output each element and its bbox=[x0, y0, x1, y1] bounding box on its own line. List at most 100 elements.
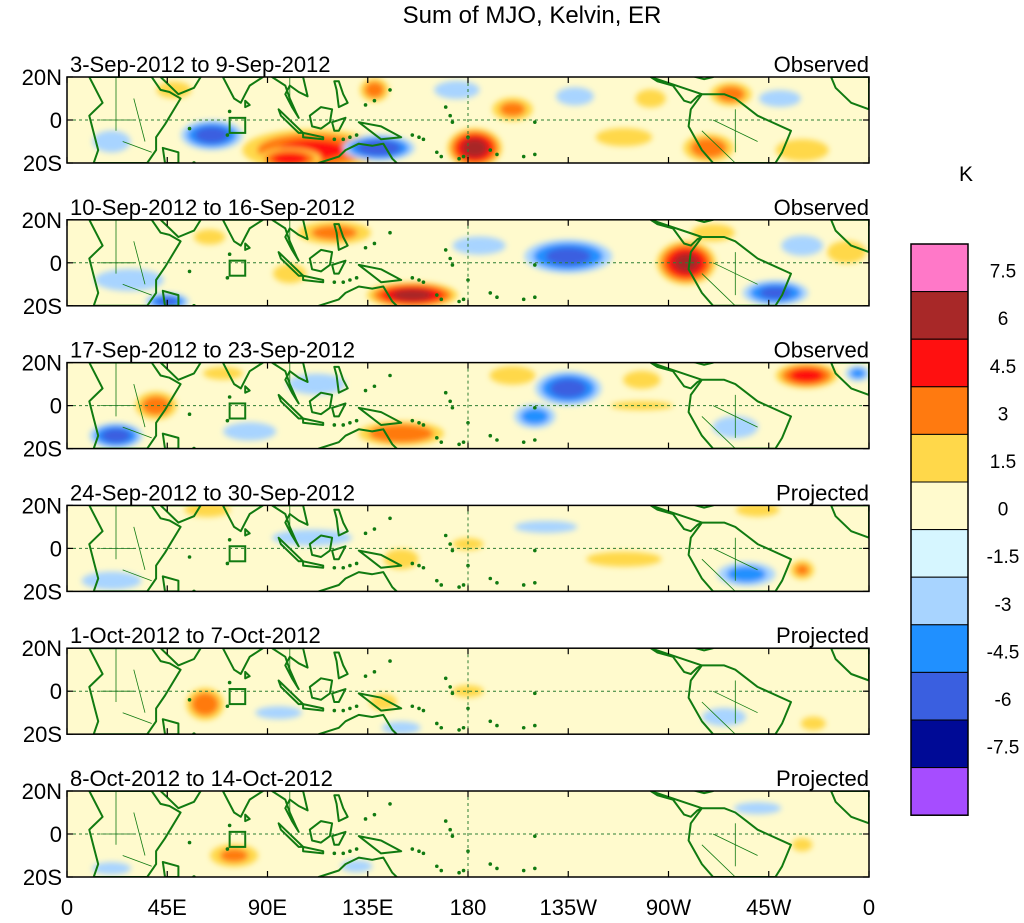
island bbox=[227, 109, 232, 114]
anomaly-contour bbox=[92, 862, 131, 875]
island bbox=[533, 723, 537, 728]
coastline bbox=[333, 80, 349, 109]
anomaly-contour bbox=[789, 368, 824, 383]
island bbox=[348, 421, 352, 425]
anomaly-field bbox=[89, 362, 869, 449]
x-tick-label: 0 bbox=[61, 895, 73, 920]
coastline bbox=[357, 835, 403, 855]
island bbox=[354, 276, 359, 280]
country-border bbox=[712, 405, 758, 428]
anomaly-contour bbox=[271, 152, 308, 163]
coastline bbox=[302, 560, 325, 569]
coastline bbox=[159, 219, 202, 238]
country-border bbox=[701, 130, 736, 163]
colorbar-swatch bbox=[910, 243, 969, 293]
island bbox=[533, 691, 537, 696]
coastline bbox=[649, 791, 792, 877]
anomaly-contour bbox=[520, 408, 549, 425]
x-tick-label: 90E bbox=[248, 895, 287, 920]
panel-date-range: 17-Sep-2012 to 23-Sep-2012 bbox=[70, 338, 355, 363]
colorbar-label: 6 bbox=[998, 309, 1009, 330]
coastline bbox=[161, 432, 180, 449]
island bbox=[533, 581, 537, 585]
island bbox=[225, 133, 230, 137]
country-border bbox=[712, 690, 758, 714]
x-tick-label: 180 bbox=[450, 895, 487, 920]
country-border bbox=[712, 262, 758, 285]
coastline bbox=[649, 77, 792, 163]
coastline bbox=[308, 248, 334, 273]
island bbox=[187, 698, 192, 702]
coastline bbox=[830, 791, 869, 825]
panel-date-range: 8-Oct-2012 to 14-Oct-2012 bbox=[70, 766, 333, 791]
island bbox=[187, 840, 192, 845]
coastline bbox=[244, 813, 251, 823]
island bbox=[363, 531, 368, 536]
coastline bbox=[333, 365, 349, 394]
panel-type-label: Projected bbox=[776, 766, 869, 791]
x-tick-label: 135W bbox=[540, 895, 598, 920]
coastline bbox=[88, 77, 182, 163]
coastline bbox=[317, 571, 399, 592]
island bbox=[521, 154, 526, 159]
panel-date-range: 1-Oct-2012 to 7-Oct-2012 bbox=[70, 623, 321, 648]
coastline bbox=[88, 362, 182, 449]
coastline bbox=[221, 219, 264, 247]
anomaly-contour bbox=[381, 721, 421, 735]
panel-date-range: 24-Sep-2012 to 30-Sep-2012 bbox=[70, 480, 355, 505]
island bbox=[332, 708, 337, 713]
coastline bbox=[221, 505, 264, 533]
coastline bbox=[691, 648, 715, 652]
x-tick-label: 135E bbox=[342, 895, 393, 920]
coastline bbox=[308, 677, 334, 701]
island bbox=[433, 877, 437, 881]
coastline bbox=[244, 99, 251, 109]
island bbox=[433, 735, 437, 739]
coastline bbox=[830, 362, 869, 396]
island bbox=[187, 126, 192, 131]
coastline bbox=[271, 505, 309, 548]
island bbox=[372, 98, 377, 103]
anomaly-contour bbox=[758, 90, 801, 107]
island bbox=[435, 864, 439, 869]
x-tick-label: 45E bbox=[148, 895, 187, 920]
island bbox=[341, 137, 346, 142]
island bbox=[227, 538, 232, 542]
island bbox=[433, 449, 437, 453]
colorbar-frame bbox=[910, 243, 969, 816]
panel-6: 20N 0 20S 8-Oct-2012 to 14-Oct-2012 Projecte… bbox=[22, 766, 870, 890]
island bbox=[450, 263, 455, 267]
island bbox=[421, 708, 426, 713]
y-tick-label: 20N bbox=[22, 636, 62, 661]
island bbox=[417, 278, 421, 282]
colorbar: K 7.5 6 4.5 3 1.5 0 -1.5 -3 -4.5 -6 -7.5 bbox=[910, 163, 1019, 816]
island bbox=[421, 565, 426, 570]
panel-1: 20N 0 20S 3-Sep-2012 to 9-Sep-2012 Observed bbox=[22, 52, 870, 176]
island bbox=[450, 120, 455, 124]
island bbox=[187, 412, 192, 417]
island bbox=[187, 555, 192, 559]
coastline bbox=[830, 648, 869, 682]
coastline bbox=[159, 648, 202, 667]
island bbox=[433, 306, 437, 310]
anomaly-contour bbox=[795, 564, 810, 576]
island bbox=[439, 583, 444, 587]
island bbox=[341, 565, 346, 570]
island bbox=[388, 373, 392, 378]
x-tick-label: 90W bbox=[646, 895, 691, 920]
island bbox=[439, 440, 444, 444]
panel-3: 20N 0 20S 17-Sep-2012 to 23-Sep-2012 Observe… bbox=[22, 338, 870, 462]
island bbox=[457, 156, 461, 161]
anomaly-contour bbox=[273, 263, 307, 284]
coastline bbox=[271, 219, 309, 262]
island bbox=[417, 563, 421, 568]
coastline bbox=[333, 794, 349, 823]
colorbar-swatch bbox=[910, 576, 969, 626]
island bbox=[448, 256, 452, 261]
island bbox=[225, 561, 230, 566]
island bbox=[354, 133, 359, 137]
island bbox=[443, 819, 448, 823]
y-tick-label: 20N bbox=[22, 208, 62, 233]
anomaly-contour bbox=[194, 126, 229, 144]
coastline bbox=[161, 146, 180, 163]
